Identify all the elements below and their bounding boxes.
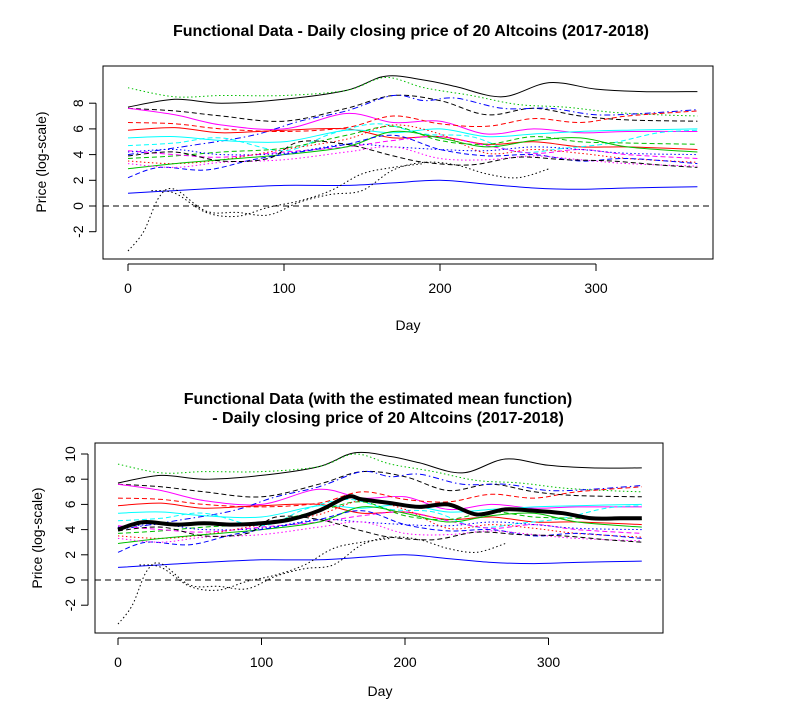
chart-1-series-line-20 xyxy=(151,163,425,218)
chart-2-series-line-8 xyxy=(117,503,642,519)
chart-2-x-tick-label: 0 xyxy=(114,654,122,670)
chart-1-series-line-14 xyxy=(127,130,698,170)
chart-1-plot-box xyxy=(102,65,714,260)
chart-2-y-tick-label: 10 xyxy=(62,446,78,462)
chart-1-ylabel: Price (log-scale) xyxy=(33,111,49,212)
chart-1-xlabel: Day xyxy=(396,317,421,333)
chart-2-series-line-19 xyxy=(117,536,506,625)
chart-2-series-line-15 xyxy=(117,510,642,553)
chart-1: Functional Data - Daily closing price of… xyxy=(33,23,714,333)
chart-2-y-tick-label: 8 xyxy=(62,475,78,483)
chart-1-x-tick-label: 200 xyxy=(428,280,452,296)
chart-2-y-axis: -2 0 2 4 6 8 10 xyxy=(62,446,89,612)
chart-1-series-line-15 xyxy=(127,134,698,179)
chart-2-series-line-2 xyxy=(117,453,642,493)
chart-1-y-tick-label: 0 xyxy=(70,202,86,210)
chart-2-mean-group xyxy=(117,494,642,532)
chart-2-y-tick-label: -2 xyxy=(62,599,78,612)
chart-1-series-line-16 xyxy=(127,146,698,168)
chart-2-series-line-3 xyxy=(117,470,642,498)
chart-2-plot-box xyxy=(94,442,664,634)
chart-1-x-tick-label: 300 xyxy=(584,280,608,296)
chart-1-series-line-18 xyxy=(127,179,698,194)
chart-1-y-tick-label: 8 xyxy=(70,99,86,107)
chart-2-x-tick-label: 100 xyxy=(250,654,274,670)
chart-2-y-tick-label: 2 xyxy=(62,551,78,559)
chart-1-series-group xyxy=(127,75,698,252)
chart-2-series-line-18 xyxy=(117,554,642,568)
chart-1-y-tick-label: 6 xyxy=(70,125,86,133)
chart-1-series-line-8 xyxy=(127,128,698,143)
chart-2-series-line-17 xyxy=(117,515,642,543)
chart-1-series-line-13 xyxy=(127,124,698,165)
chart-2: Functional Data (with the estimated mean… xyxy=(29,391,664,699)
chart-2-x-tick-label: 300 xyxy=(537,654,561,670)
chart-2-subtitle: - Daily closing price of 20 Altcoins (20… xyxy=(212,410,564,427)
chart-1-series-line-17 xyxy=(127,140,698,168)
chart-1-series-line-10 xyxy=(127,125,698,159)
chart-1-series-line-4 xyxy=(127,107,698,135)
chart-1-y-tick-label: 2 xyxy=(70,176,86,184)
chart-2-series-group xyxy=(117,451,642,625)
chart-2-series-line-7 xyxy=(117,502,642,526)
chart-2-y-tick-label: 4 xyxy=(62,525,78,533)
chart-2-series-line-12 xyxy=(117,518,642,531)
chart-1-title: Functional Data - Daily closing price of… xyxy=(173,23,649,40)
chart-1-series-line-11 xyxy=(127,135,698,159)
chart-2-series-line-4 xyxy=(117,483,642,511)
chart-2-series-line-10 xyxy=(117,501,642,534)
chart-1-series-line-19 xyxy=(127,161,550,252)
chart-2-series-line-6 xyxy=(117,486,642,508)
chart-1-y-tick-label: -2 xyxy=(70,225,86,238)
chart-1-y-tick-label: 4 xyxy=(70,150,86,158)
chart-1-series-line-2 xyxy=(127,76,698,117)
chart-2-x-axis: 0 100 200 300 xyxy=(114,637,561,670)
chart-1-x-tick-label: 100 xyxy=(272,280,296,296)
chart-2-series-line-1 xyxy=(117,451,642,484)
chart-1-y-axis: -2 0 2 4 6 8 xyxy=(70,99,97,238)
chart-1-series-line-6 xyxy=(127,110,698,133)
chart-1-series-line-1 xyxy=(127,75,698,108)
chart-2-y-tick-label: 6 xyxy=(62,500,78,508)
chart-1-series-line-12 xyxy=(127,143,698,156)
chart-1-x-tick-label: 0 xyxy=(124,280,132,296)
chart-1-series-line-3 xyxy=(127,94,698,122)
chart-2-series-line-14 xyxy=(117,506,642,544)
chart-2-title: Functional Data (with the estimated mean… xyxy=(184,391,572,408)
chart-2-ylabel: Price (log-scale) xyxy=(29,487,45,588)
chart-1-series-line-9 xyxy=(127,123,698,153)
chart-2-xlabel: Day xyxy=(368,683,393,699)
chart-1-series-line-5 xyxy=(127,94,698,156)
chart-2-mean-function-line xyxy=(117,494,642,532)
chart-2-y-tick-label: 0 xyxy=(62,576,78,584)
chart-2-x-tick-label: 200 xyxy=(393,654,417,670)
chart-1-x-axis: 0 100 200 300 xyxy=(124,263,608,296)
